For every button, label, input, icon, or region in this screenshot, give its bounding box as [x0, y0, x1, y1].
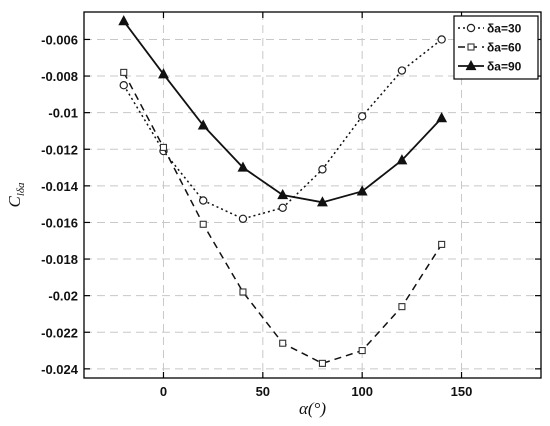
y-tick-label: -0.006 — [41, 32, 78, 47]
data-point — [357, 112, 367, 121]
legend: δa=30 δa=60 δa=90 — [453, 15, 539, 80]
data-point — [159, 143, 168, 151]
legend-marker — [465, 59, 477, 71]
y-axis-label-subscript: lδa — [15, 182, 27, 196]
y-tick-label: -0.02 — [48, 289, 78, 304]
series-2 — [118, 15, 448, 207]
data-point — [437, 35, 446, 44]
y-tick-label: -0.014 — [41, 179, 79, 194]
y-tick-label: -0.01 — [48, 106, 78, 121]
data-point — [438, 240, 446, 248]
legend-label: δa=60 — [487, 41, 522, 55]
data-point — [158, 68, 169, 79]
y-tick-label: -0.024 — [41, 362, 79, 377]
series-1 — [120, 68, 446, 367]
data-point — [397, 66, 407, 75]
x-tick-label: 150 — [451, 384, 473, 399]
data-point — [238, 214, 248, 223]
data-point — [318, 359, 326, 367]
y-tick-label: -0.016 — [41, 215, 78, 230]
data-point — [199, 220, 207, 228]
y-tick-label: -0.012 — [41, 142, 78, 157]
data-point — [237, 161, 249, 172]
data-point — [279, 339, 287, 347]
x-tick-label: 0 — [160, 384, 167, 399]
y-axis-label: Clδa — [5, 182, 27, 208]
data-point — [398, 303, 406, 311]
data-point — [119, 80, 128, 90]
legend-marker — [466, 23, 476, 33]
x-tick-label: 100 — [351, 384, 373, 399]
data-point — [358, 346, 366, 355]
data-point — [356, 185, 368, 196]
data-point — [318, 165, 327, 174]
data-point — [197, 119, 209, 130]
x-axis-label: α(°) — [299, 399, 326, 418]
y-axis-label-main: C — [5, 196, 24, 208]
data-point — [277, 188, 289, 200]
data-point — [120, 68, 128, 76]
data-point — [239, 288, 247, 296]
y-tick-label: -0.018 — [41, 252, 78, 267]
series-line — [123, 72, 443, 365]
x-tick-label: 50 — [256, 384, 270, 399]
legend-marker — [467, 43, 475, 51]
y-tick-label: -0.022 — [41, 325, 78, 340]
data-point — [436, 112, 448, 123]
data-point — [118, 15, 130, 26]
series-layer — [118, 15, 448, 367]
series-0 — [119, 35, 446, 223]
svg-text:Clδa: Clδa — [5, 182, 27, 208]
axes-layer: 0 50 100 150 -0.024 -0.022 -0.02 -0.018 -0.016 -0… — [41, 11, 542, 399]
y-tick-label: -0.008 — [41, 69, 78, 84]
data-point — [317, 196, 328, 207]
data-point — [396, 154, 408, 165]
legend-label: δa=90 — [487, 60, 522, 74]
data-point — [278, 203, 287, 213]
data-point — [199, 196, 208, 205]
series-line — [123, 20, 443, 204]
legend-label: δa=30 — [487, 22, 522, 36]
plot-frame — [83, 11, 542, 379]
